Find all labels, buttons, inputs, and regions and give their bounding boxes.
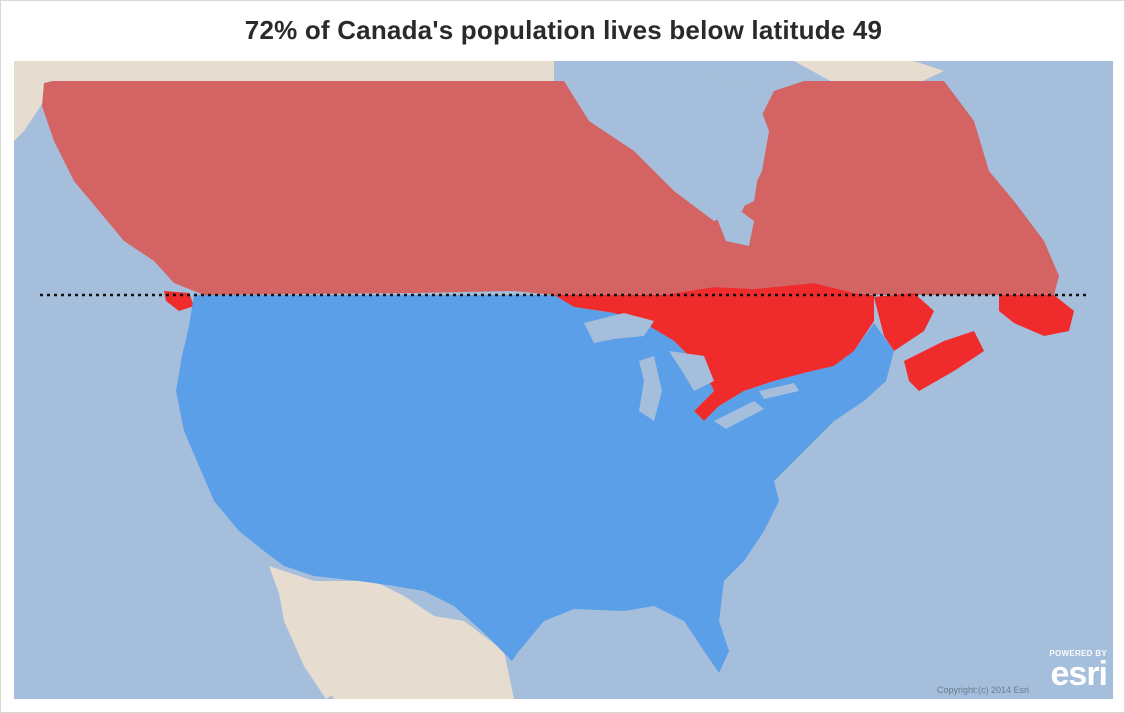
lake-ontario <box>759 383 799 399</box>
land-background-north <box>14 61 554 81</box>
map-svg <box>14 61 1113 699</box>
lake-huron <box>669 351 714 391</box>
esri-powered-by-label: POWERED BY <box>1049 649 1107 658</box>
canada-north-region <box>42 81 1059 295</box>
bc-island-south <box>164 291 194 311</box>
esri-logo[interactable]: POWERED BY esri <box>1035 649 1109 695</box>
map-title: 72% of Canada's population lives below l… <box>244 15 883 45</box>
baja-california <box>276 576 339 699</box>
lake-superior <box>584 313 654 343</box>
lake-michigan <box>639 356 662 421</box>
esri-logo-word: esri <box>1050 655 1109 693</box>
copyright-text: Copyright:(c) 2014 Esri <box>936 685 1029 695</box>
map-canvas[interactable]: Copyright:(c) 2014 Esri POWERED BY esri <box>14 61 1113 699</box>
lake-erie <box>714 401 764 429</box>
newfoundland <box>999 295 1074 336</box>
land-background-alaska <box>14 61 54 141</box>
hudson-bay <box>614 79 769 221</box>
united-states-region <box>176 295 894 673</box>
land-mexico <box>269 566 514 699</box>
james-bay <box>714 206 754 246</box>
nova-scotia <box>904 331 984 391</box>
maritimes-south <box>874 293 934 351</box>
land-background-greenland <box>794 61 944 85</box>
